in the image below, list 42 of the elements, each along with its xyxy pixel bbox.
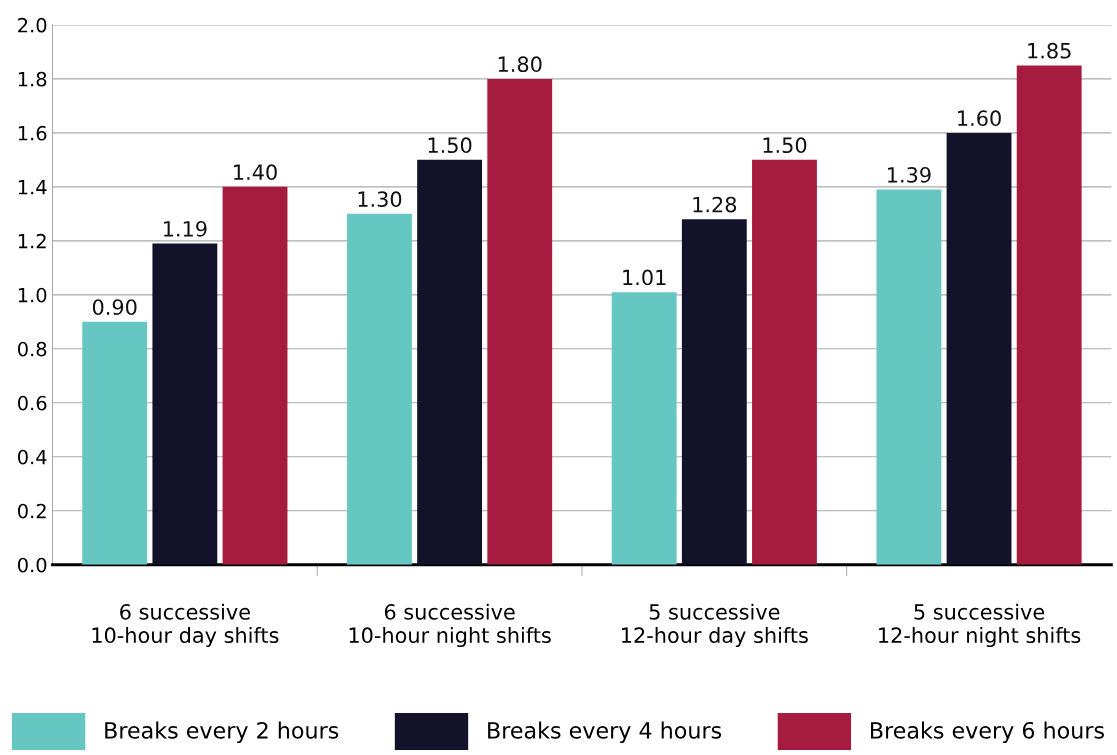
data-label: 1.40 [234, 164, 277, 181]
legend-label: Breaks every 2 hours [105, 721, 339, 744]
y-tick-label: 1.2 [18, 233, 46, 249]
x-tick-label: 6 successive 10-hour day shifts [92, 603, 279, 648]
bar [611, 292, 677, 565]
data-label: 1.30 [358, 191, 402, 208]
x-tick-label: 5 successive 12-hour day shifts [622, 603, 808, 648]
legend-label: Breaks every 4 hours [488, 721, 722, 744]
data-label: 1.60 [958, 110, 1001, 127]
data-label: 1.19 [163, 220, 207, 237]
data-label: 1.50 [763, 137, 807, 154]
y-tick-label: 2.0 [18, 17, 47, 33]
data-label: 1.39 [887, 166, 931, 183]
data-label: 1.50 [428, 137, 472, 154]
bar [82, 321, 148, 565]
x-tick-label: 5 successive 12-hour night shifts [879, 603, 1081, 648]
data-label: 1.01 [623, 269, 666, 286]
data-label: 1.85 [1028, 42, 1071, 59]
x-tick-label: 6 successive 10-hour night shifts [349, 603, 551, 648]
y-tick-label: 1.6 [18, 125, 47, 141]
y-tick-label: 0.2 [18, 503, 46, 519]
bar [946, 132, 1012, 565]
bar [876, 189, 942, 565]
y-tick-label: 1.4 [18, 180, 47, 195]
y-tick-label: 0.4 [18, 449, 47, 465]
bar [487, 78, 553, 565]
bar [681, 219, 747, 565]
y-tick-label: 0.0 [18, 557, 47, 573]
bar [222, 186, 288, 565]
data-label: 1.80 [498, 56, 542, 73]
bar [417, 159, 483, 565]
bar [152, 243, 218, 565]
data-label: 1.28 [693, 196, 737, 213]
bar [1016, 65, 1082, 565]
y-tick-label: 0.6 [18, 395, 47, 411]
legend-label: Breaks every 6 hours [871, 721, 1104, 744]
y-tick-label: 1.8 [18, 71, 47, 87]
y-tick-label: 0.8 [18, 341, 47, 357]
data-label: 0.90 [92, 299, 137, 315]
bar [347, 213, 412, 565]
y-tick-label: 1.0 [18, 287, 47, 303]
bar [752, 159, 817, 565]
